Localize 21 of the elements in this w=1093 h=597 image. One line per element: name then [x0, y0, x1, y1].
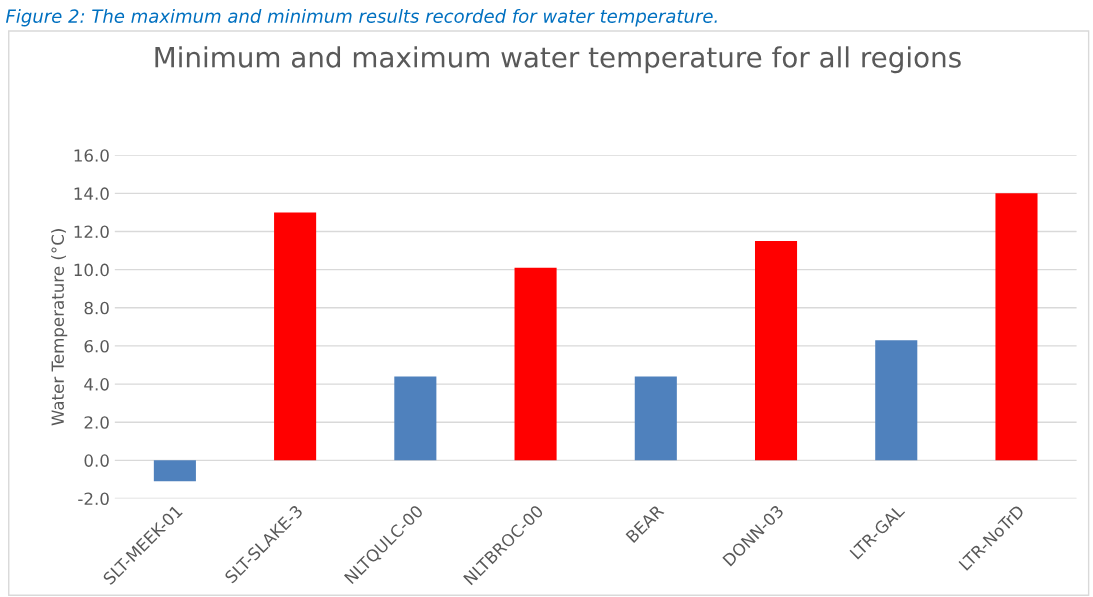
y-tick-label: -2.0 [78, 492, 109, 506]
y-tick-label: 8.0 [84, 301, 109, 315]
y-tick-label: 16.0 [74, 149, 109, 162]
bar [754, 241, 798, 461]
y-tick-label: 12.0 [74, 225, 109, 239]
y-tick-label: 4.0 [84, 378, 109, 391]
y-tick-label: 10.0 [74, 263, 109, 277]
y-axis-title: Water Temperature (°C) [51, 229, 68, 426]
bar [394, 376, 437, 461]
bar [634, 376, 677, 461]
y-tick-label: 14.0 [74, 187, 109, 200]
y-tick-label: 0.0 [84, 454, 109, 467]
bar [274, 212, 317, 461]
bar [514, 267, 557, 461]
bar [995, 193, 1038, 461]
chart-title: Minimum and maximum water temperature for all regions [155, 46, 961, 74]
bar [875, 340, 918, 461]
bar [153, 460, 196, 482]
caption: Figure 2: The maximum and minimum results recorded for water temperature. [5, 8, 717, 27]
y-tick-label: 2.0 [84, 416, 109, 429]
y-tick-label: 6.0 [84, 339, 109, 353]
